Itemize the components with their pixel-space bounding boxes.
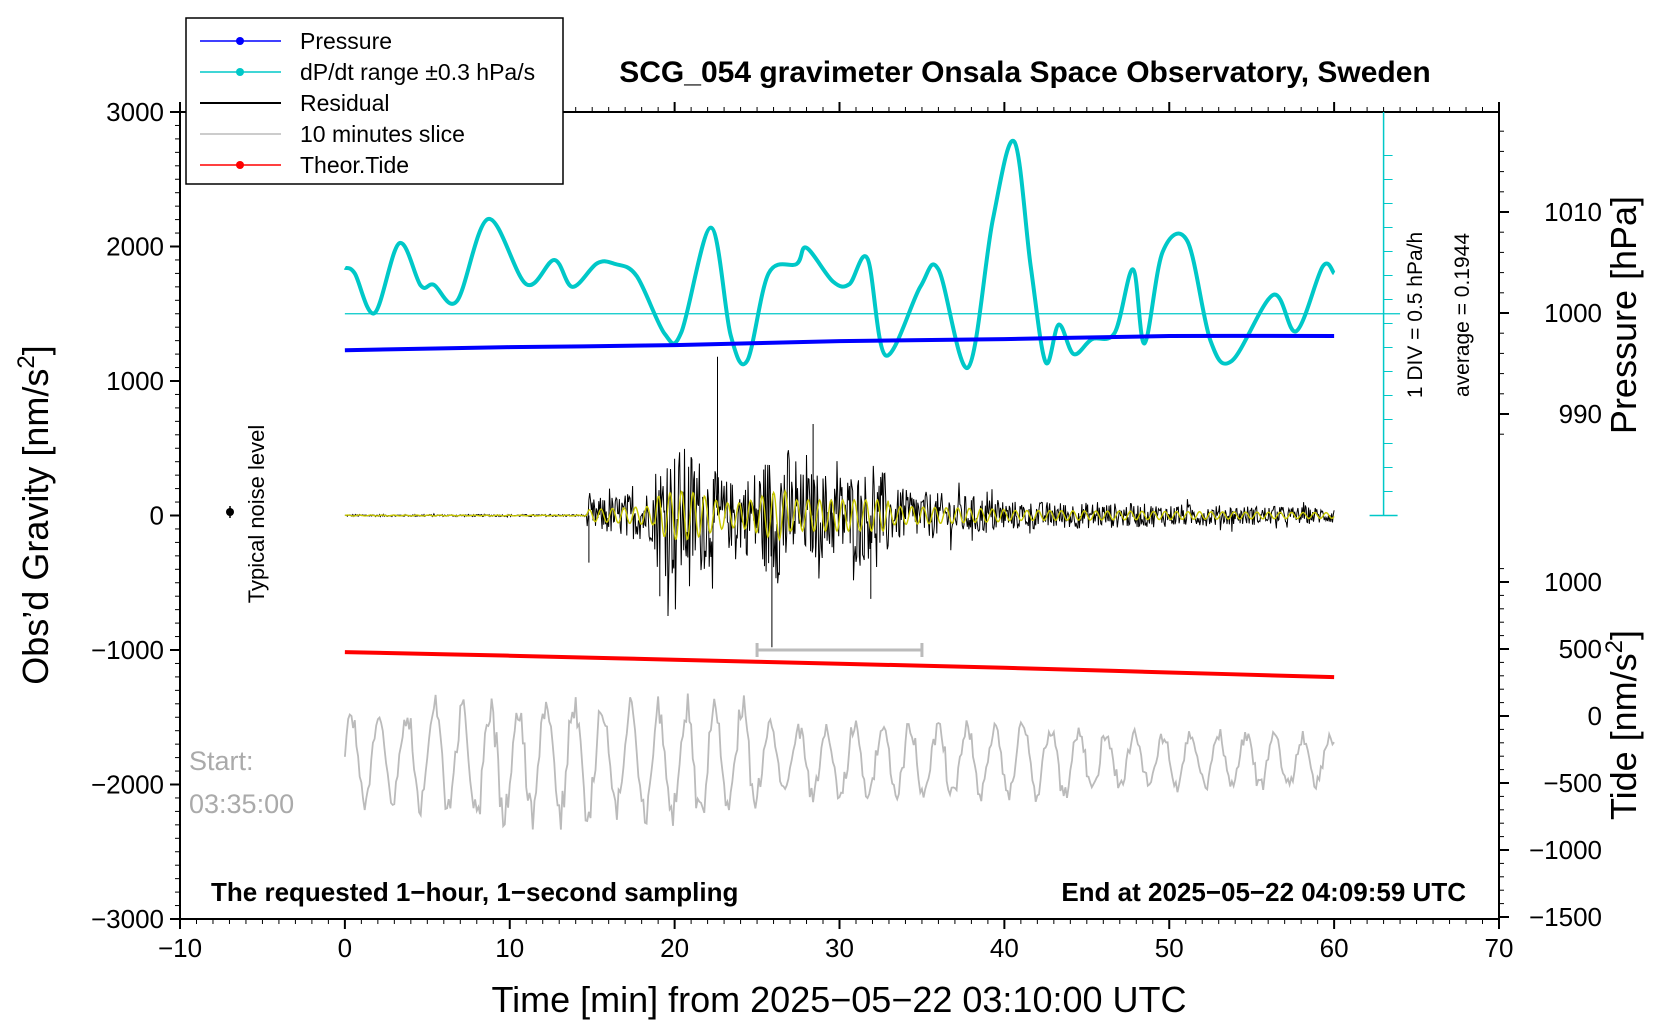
legend-swatch-marker — [236, 161, 244, 169]
div-label: 1 DIV = 0.5 hPa/h — [1404, 232, 1427, 398]
legend-box — [185, 17, 564, 185]
grid-layer — [344, 112, 1401, 517]
x-tick-label: 30 — [825, 933, 854, 963]
axis-layer: −10 0 10 20 30 40 50 60 70 3000 2000 1000 0 −1000 −200… — [91, 97, 1602, 963]
footer-right: End at 2025−05−22 04:09:59 UTC — [1061, 877, 1466, 907]
y-axis-tide-label-close: ] — [1603, 630, 1644, 640]
x-tick-label: 10 — [495, 933, 524, 963]
y-axis-tide-label-main: Tide [nm/s — [1603, 653, 1644, 820]
y-axis-left-label: Obs’d Gravity [nm/s2] — [13, 345, 56, 684]
x-tick-label: 0 — [338, 933, 352, 963]
dpdt-line — [343, 138, 1336, 370]
legend-label: 10 minutes slice — [300, 121, 465, 147]
legend: Pressure dP/dt range ±0.3 hPa/s Residual 10… — [185, 17, 564, 185]
x-axis-label: Time [min] from 2025−05−22 03:10:00 UTC — [491, 979, 1186, 1020]
y-axis-left-label-main: Obs’d Gravity [nm/s — [15, 369, 56, 685]
tide-tick-label: −1000 — [1529, 835, 1602, 865]
pressure-line — [344, 333, 1335, 353]
legend-label: Theor.Tide — [300, 152, 409, 178]
y-tick-label-left: 2000 — [106, 232, 164, 262]
tide-line — [344, 650, 1335, 680]
legend-swatch-marker — [236, 37, 244, 45]
tide-tick-label: 1000 — [1544, 567, 1602, 597]
tide-tick-label: −500 — [1543, 768, 1602, 798]
y-axis-tide-label-sup: 2 — [1601, 640, 1628, 653]
div-annotation: 1 DIV = 0.5 hPa/h — [1404, 232, 1427, 398]
y-axis-left-label-sup: 2 — [13, 355, 40, 368]
residual-line — [344, 356, 1335, 648]
noise-level-marker — [226, 506, 234, 518]
y-tick-label-left: −2000 — [91, 770, 164, 800]
y-axis-pressure-label: Pressure [hPa] — [1603, 196, 1644, 434]
pressure-tick-label: 990 — [1559, 399, 1602, 429]
x-tick-label: 60 — [1320, 933, 1349, 963]
noise-level-annotation: Typical noise level — [244, 425, 269, 604]
legend-label: Pressure — [300, 28, 392, 54]
y-axis-tide-label: Tide [nm/s2] — [1601, 630, 1644, 820]
y-tick-label-left: 1000 — [106, 366, 164, 396]
legend-label: dP/dt range ±0.3 hPa/s — [300, 59, 535, 85]
noise-level-label: Typical noise level — [244, 425, 269, 604]
tide-tick-label: 0 — [1588, 701, 1602, 731]
legend-entries: Pressure dP/dt range ±0.3 hPa/s Residual 10… — [200, 28, 535, 178]
residual-filtered-line — [344, 488, 1335, 542]
y-tick-label-left: −3000 — [91, 904, 164, 934]
chart-title: SCG_054 gravimeter Onsala Space Observat… — [619, 56, 1431, 89]
y-tick-label-left: 3000 — [106, 97, 164, 127]
start-label: Start: — [189, 746, 254, 776]
x-tick-label: −10 — [158, 933, 202, 963]
series-layer — [343, 138, 1336, 830]
y-axis-tide-label-text: Tide [nm/s2] — [1601, 630, 1644, 820]
slice-line — [344, 693, 1335, 830]
y-axis-pressure-label-text: Pressure [hPa] — [1603, 196, 1644, 434]
average-label: average = 0.1944 — [1451, 233, 1474, 397]
x-tick-label: 70 — [1485, 933, 1514, 963]
y-axis-left-label-close: ] — [15, 345, 56, 355]
tide-tick-label: −1500 — [1529, 902, 1602, 932]
pressure-tick-label: 1000 — [1544, 298, 1602, 328]
pressure-tick-label: 1010 — [1544, 197, 1602, 227]
x-tick-label: 50 — [1155, 933, 1184, 963]
noise-dot — [226, 508, 234, 516]
footer-left: The requested 1−hour, 1−second sampling — [211, 877, 738, 907]
legend-label: Residual — [300, 90, 390, 116]
x-tick-label: 20 — [660, 933, 689, 963]
legend-swatch-marker — [236, 68, 244, 76]
average-annotation: average = 0.1944 — [1451, 233, 1474, 397]
tide-tick-label: 500 — [1559, 634, 1602, 664]
start-time: 03:35:00 — [189, 789, 294, 819]
y-axis-left-label-text: Obs’d Gravity [nm/s2] — [13, 345, 56, 684]
y-tick-label-left: −1000 — [91, 635, 164, 665]
y-tick-label-left: 0 — [150, 501, 164, 531]
x-tick-label: 40 — [990, 933, 1019, 963]
